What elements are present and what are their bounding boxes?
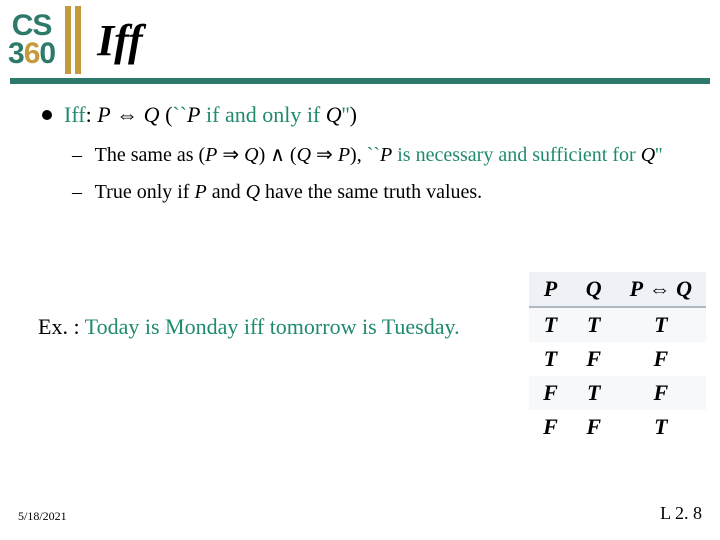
cell-q: T xyxy=(572,307,616,342)
example-label: Ex. : xyxy=(38,314,80,339)
sub1-close2: ) xyxy=(350,144,357,166)
sub1-comma: , xyxy=(357,144,367,166)
example-row: Ex. : Today is Monday iff tomorrow is Tu… xyxy=(38,314,460,340)
truth-table: P Q P ⇔ Q T T T T F F F T F F F T xyxy=(529,272,706,444)
iff-p2: P xyxy=(187,102,200,127)
sub1-q1: Q xyxy=(244,144,258,166)
sub-bullet-1: – The same as (P ⇒ Q) ∧ (Q ⇒ P), ``P is … xyxy=(72,142,698,169)
cell-p: T xyxy=(529,342,572,376)
sub1-p3: P xyxy=(380,144,392,166)
cell-p: F xyxy=(529,410,572,444)
logo-bottom-text: 360 xyxy=(8,40,55,69)
header-vertical-bars xyxy=(65,6,81,74)
slide-header: CS 360 Iff xyxy=(0,0,720,74)
cell-q: F xyxy=(572,410,616,444)
table-row: T F F xyxy=(529,342,706,376)
cell-p: T xyxy=(529,307,572,342)
logo-top-text: CS xyxy=(12,12,52,41)
sub2-text1: True only if xyxy=(95,181,195,203)
cell-r: T xyxy=(616,307,706,342)
bullet-iff: Iff: P ⇔ Q (``P if and only if Q'') xyxy=(42,102,698,128)
slide-title: Iff xyxy=(97,15,143,66)
course-logo: CS 360 xyxy=(8,12,55,69)
sub1-imp1: ⇒ xyxy=(217,144,244,166)
iff-p: P xyxy=(97,102,110,127)
iff-q2: Q xyxy=(326,102,342,127)
cell-r: T xyxy=(616,410,706,444)
cell-r: F xyxy=(616,376,706,410)
sub2-and: and xyxy=(207,181,246,203)
dash-icon: – xyxy=(72,179,90,206)
iff-bt-open: `` xyxy=(172,102,187,127)
iff-q: Q xyxy=(144,102,160,127)
dash-icon: – xyxy=(72,142,90,169)
th-pq-q: Q xyxy=(676,276,692,301)
iff-open-paren: ( xyxy=(160,102,173,127)
th-piffq: P ⇔ Q xyxy=(616,272,706,307)
cell-q: T xyxy=(572,376,616,410)
cell-p: F xyxy=(529,376,572,410)
logo-digit-3: 0 xyxy=(39,37,55,70)
example-text: Today is Monday iff tomorrow is Tuesday. xyxy=(80,314,460,339)
vbar xyxy=(65,6,71,74)
sub1-bt-open: `` xyxy=(367,144,380,166)
sub-bullet-2: – True only if P and Q have the same tru… xyxy=(72,179,698,206)
sub1-q3: Q xyxy=(641,144,655,166)
iff-close-paren: ) xyxy=(350,102,357,127)
sub1-imp2: ⇒ xyxy=(311,144,338,166)
sub1-q2: Q xyxy=(297,144,311,166)
sub1-nec: is necessary and sufficient for xyxy=(392,144,640,166)
table-header-row: P Q P ⇔ Q xyxy=(529,272,706,307)
th-pq-p: P xyxy=(630,276,643,301)
vbar xyxy=(75,6,81,74)
cell-q: F xyxy=(572,342,616,376)
iff-colon: : xyxy=(86,102,98,127)
iff-definition: Iff: P ⇔ Q (``P if and only if Q'') xyxy=(64,102,357,128)
iff-phrase: if and only if xyxy=(201,102,326,127)
sub1-and: ∧ xyxy=(265,144,290,166)
iff-label: Iff xyxy=(64,102,86,127)
cell-r: F xyxy=(616,342,706,376)
sub2-p: P xyxy=(194,181,206,203)
sub2-text2: have the same truth values. xyxy=(260,181,482,203)
table-row: F T F xyxy=(529,376,706,410)
sub1-p1: P xyxy=(205,144,217,166)
slide-content: Iff: P ⇔ Q (``P if and only if Q'') – Th… xyxy=(0,84,720,206)
th-p: P xyxy=(529,272,572,307)
sub1-prefix: The same as xyxy=(95,144,199,166)
th-q: Q xyxy=(572,272,616,307)
table-row: T T T xyxy=(529,307,706,342)
logo-digit-1: 3 xyxy=(8,37,24,70)
sub2-q: Q xyxy=(246,181,260,203)
footer-page: L 2. 8 xyxy=(660,503,702,524)
sub1-p2: P xyxy=(338,144,350,166)
th-pq-arrow: ⇔ xyxy=(643,276,676,301)
table-row: F F T xyxy=(529,410,706,444)
footer-date: 5/18/2021 xyxy=(18,509,67,524)
iff-arrow: ⇔ xyxy=(111,102,144,127)
sub1-open2: ( xyxy=(290,144,297,166)
bullet-icon xyxy=(42,110,52,120)
logo-digit-2: 6 xyxy=(24,37,40,70)
iff-bt-close: '' xyxy=(342,102,350,127)
sub1-bt-close: '' xyxy=(655,144,662,166)
